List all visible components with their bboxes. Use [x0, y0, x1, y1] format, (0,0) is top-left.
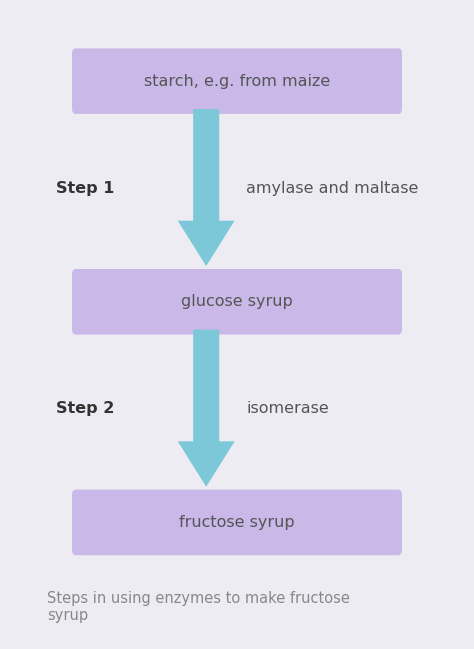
Text: Step 1: Step 1 [56, 180, 115, 196]
Text: amylase and maltase: amylase and maltase [246, 180, 419, 196]
FancyBboxPatch shape [72, 269, 402, 334]
Text: Steps in using enzymes to make fructose
syrup: Steps in using enzymes to make fructose … [47, 591, 350, 623]
Text: isomerase: isomerase [246, 401, 329, 417]
Text: fructose syrup: fructose syrup [179, 515, 295, 530]
Polygon shape [178, 330, 235, 487]
FancyBboxPatch shape [72, 489, 402, 556]
Text: starch, e.g. from maize: starch, e.g. from maize [144, 73, 330, 89]
FancyBboxPatch shape [72, 49, 402, 114]
Polygon shape [178, 109, 235, 266]
Text: glucose syrup: glucose syrup [181, 294, 293, 310]
Text: Step 2: Step 2 [56, 401, 115, 417]
